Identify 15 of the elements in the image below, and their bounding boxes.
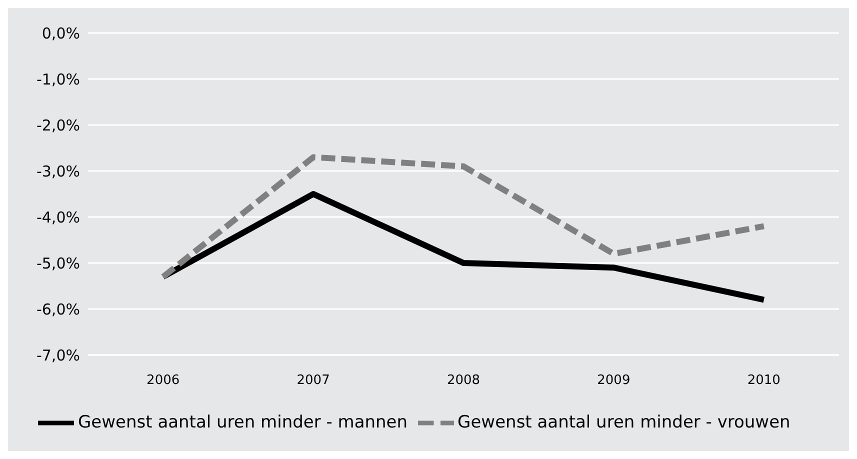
- x-tick-label: 2010: [747, 373, 780, 388]
- y-tick-label: -3,0%: [36, 162, 80, 180]
- y-tick-label: -7,0%: [36, 346, 80, 364]
- y-tick-label: -4,0%: [36, 208, 80, 226]
- y-tick-label: -1,0%: [36, 70, 80, 88]
- x-tick-label: 2007: [296, 373, 330, 388]
- y-tick-label: -6,0%: [36, 300, 80, 318]
- y-tick-label: 0,0%: [42, 24, 80, 42]
- x-tick-label: 2006: [146, 373, 180, 388]
- y-tick-label: -5,0%: [36, 254, 80, 272]
- x-tick-label: 2008: [446, 373, 480, 388]
- legend-label: Gewenst aantal uren minder - vrouwen: [458, 412, 790, 433]
- y-tick-label: -2,0%: [36, 116, 80, 134]
- x-tick-label: 2009: [597, 373, 630, 388]
- legend-label: Gewenst aantal uren minder - mannen: [78, 412, 408, 433]
